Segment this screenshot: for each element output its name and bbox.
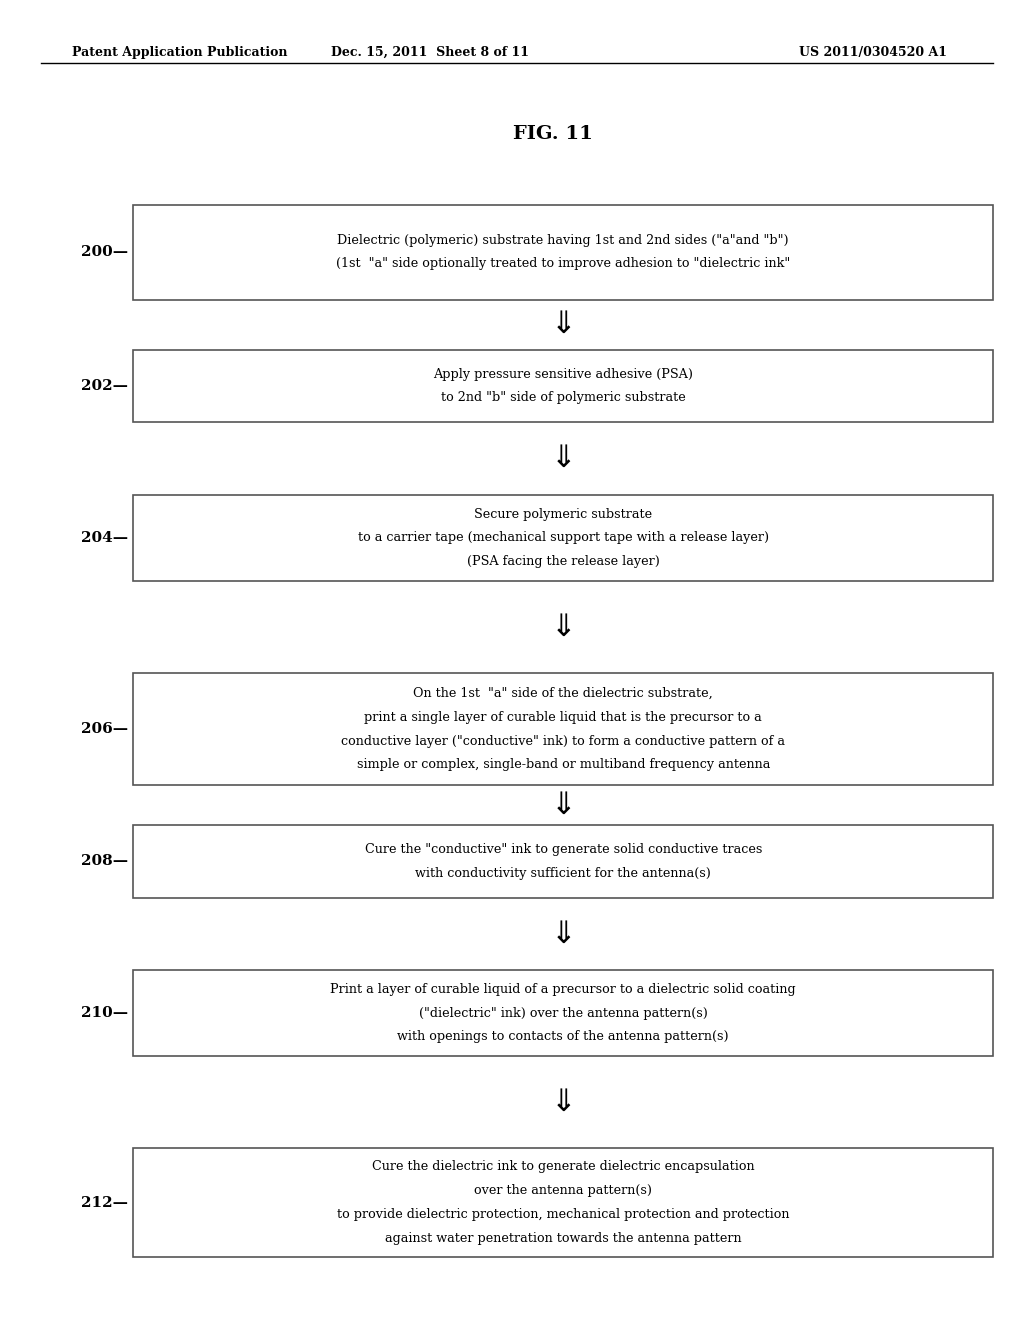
FancyBboxPatch shape (133, 1148, 993, 1257)
Text: On the 1st  "a" side of the dielectric substrate,: On the 1st "a" side of the dielectric su… (414, 688, 713, 700)
Text: (1st  "a" side optionally treated to improve adhesion to "dielectric ink": (1st "a" side optionally treated to impr… (336, 257, 791, 271)
Text: 204—: 204— (81, 531, 128, 545)
Text: against water penetration towards the antenna pattern: against water penetration towards the an… (385, 1232, 741, 1245)
Text: ⇓: ⇓ (551, 791, 575, 820)
Text: 208—: 208— (81, 854, 128, 869)
Text: (PSA facing the release layer): (PSA facing the release layer) (467, 556, 659, 568)
Text: conductive layer ("conductive" ink) to form a conductive pattern of a: conductive layer ("conductive" ink) to f… (341, 735, 785, 747)
Text: 200—: 200— (81, 246, 128, 259)
FancyBboxPatch shape (133, 205, 993, 300)
Text: Dielectric (polymeric) substrate having 1st and 2nd sides ("a"and "b"): Dielectric (polymeric) substrate having … (337, 234, 790, 247)
Text: with openings to contacts of the antenna pattern(s): with openings to contacts of the antenna… (397, 1031, 729, 1043)
FancyBboxPatch shape (133, 673, 993, 785)
Text: over the antenna pattern(s): over the antenna pattern(s) (474, 1184, 652, 1197)
Text: with conductivity sufficient for the antenna(s): with conductivity sufficient for the ant… (416, 867, 711, 879)
Text: 210—: 210— (81, 1006, 128, 1020)
Text: Cure the dielectric ink to generate dielectric encapsulation: Cure the dielectric ink to generate diel… (372, 1160, 755, 1173)
Text: US 2011/0304520 A1: US 2011/0304520 A1 (799, 46, 947, 59)
Text: ⇓: ⇓ (551, 920, 575, 948)
FancyBboxPatch shape (133, 970, 993, 1056)
Text: Print a layer of curable liquid of a precursor to a dielectric solid coating: Print a layer of curable liquid of a pre… (331, 983, 796, 995)
Text: FIG. 11: FIG. 11 (513, 125, 593, 144)
Text: ("dielectric" ink) over the antenna pattern(s): ("dielectric" ink) over the antenna patt… (419, 1007, 708, 1019)
Text: ⇓: ⇓ (551, 1088, 575, 1117)
FancyBboxPatch shape (133, 825, 993, 898)
Text: to a carrier tape (mechanical support tape with a release layer): to a carrier tape (mechanical support ta… (357, 532, 769, 544)
Text: simple or complex, single-band or multiband frequency antenna: simple or complex, single-band or multib… (356, 759, 770, 771)
Text: print a single layer of curable liquid that is the precursor to a: print a single layer of curable liquid t… (365, 711, 762, 723)
FancyBboxPatch shape (133, 495, 993, 581)
Text: ⇓: ⇓ (551, 445, 575, 473)
FancyBboxPatch shape (133, 350, 993, 422)
Text: to provide dielectric protection, mechanical protection and protection: to provide dielectric protection, mechan… (337, 1208, 790, 1221)
Text: 212—: 212— (81, 1196, 128, 1209)
Text: 206—: 206— (81, 722, 128, 737)
Text: Secure polymeric substrate: Secure polymeric substrate (474, 508, 652, 520)
Text: ⇓: ⇓ (551, 310, 575, 339)
Text: 202—: 202— (81, 379, 128, 393)
Text: Cure the "conductive" ink to generate solid conductive traces: Cure the "conductive" ink to generate so… (365, 843, 762, 855)
Text: Dec. 15, 2011  Sheet 8 of 11: Dec. 15, 2011 Sheet 8 of 11 (331, 46, 529, 59)
Text: to 2nd "b" side of polymeric substrate: to 2nd "b" side of polymeric substrate (440, 392, 686, 404)
Text: ⇓: ⇓ (551, 612, 575, 642)
Text: Apply pressure sensitive adhesive (PSA): Apply pressure sensitive adhesive (PSA) (433, 368, 693, 380)
Text: Patent Application Publication: Patent Application Publication (72, 46, 287, 59)
